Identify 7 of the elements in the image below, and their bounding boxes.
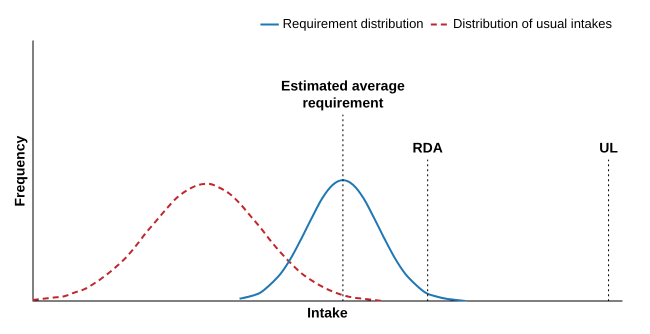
x-axis-title: Intake xyxy=(307,304,348,320)
legend-label: Distribution of usual intakes xyxy=(453,16,612,32)
text: RDA xyxy=(412,139,443,156)
text: Estimated average requirement xyxy=(281,77,405,110)
text: UL xyxy=(599,139,618,156)
y-axis-title: Frequency xyxy=(11,135,28,207)
legend-label: Requirement distribution xyxy=(282,16,424,32)
